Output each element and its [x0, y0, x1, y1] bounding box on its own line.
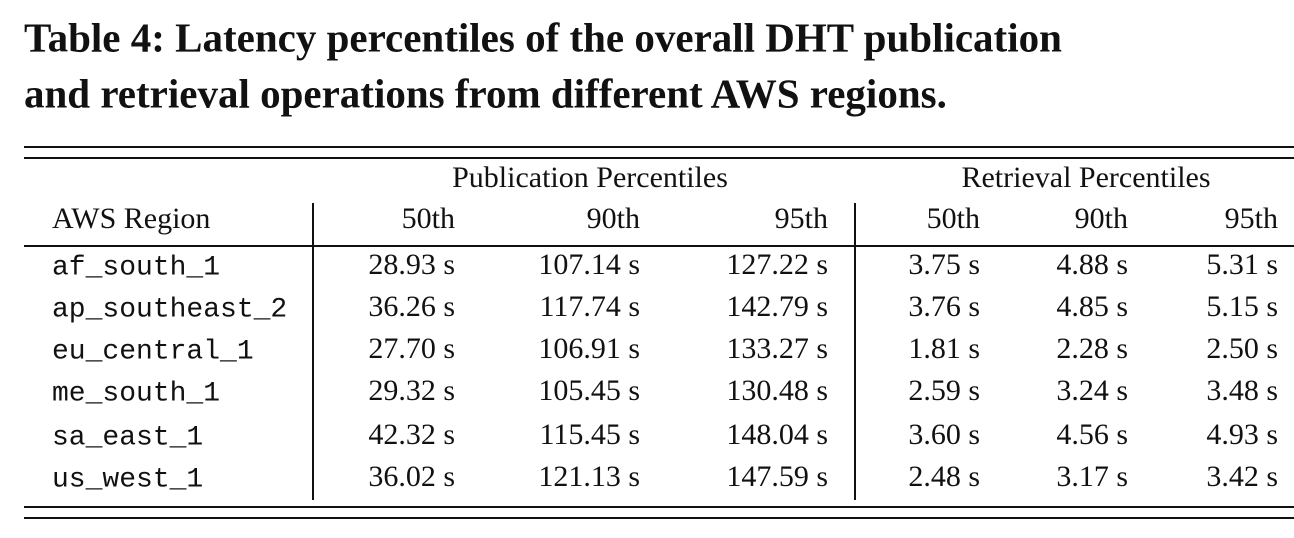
latency-cell: 3.48 s	[1206, 374, 1278, 407]
latency-cell: 5.31 s	[1206, 248, 1278, 281]
latency-cell: 42.32 s	[368, 418, 455, 451]
latency-cell: 147.59 s	[726, 460, 828, 493]
latency-cell: 4.85 s	[1056, 290, 1128, 323]
latency-cell: 27.70 s	[368, 332, 455, 365]
latency-cell: 28.93 s	[368, 248, 455, 281]
latency-cell: 121.13 s	[538, 460, 640, 493]
column-header: 95th	[1225, 202, 1278, 235]
latency-cell: 142.79 s	[726, 290, 828, 323]
column-header: 90th	[587, 202, 640, 235]
latency-cell: 2.50 s	[1206, 332, 1278, 365]
latency-cell: 133.27 s	[726, 332, 828, 365]
latency-cell: 106.91 s	[538, 332, 640, 365]
latency-cell: 127.22 s	[726, 248, 828, 281]
region-cell: sa_east_1	[52, 422, 203, 453]
caption-line: and retrieval operations from different …	[24, 70, 947, 116]
latency-cell: 36.02 s	[368, 460, 455, 493]
region-cell: us_west_1	[52, 464, 203, 495]
latency-cell: 5.15 s	[1206, 290, 1278, 323]
latency-cell: 4.56 s	[1056, 418, 1128, 451]
column-header: 50th	[402, 202, 455, 235]
latency-cell: 105.45 s	[538, 374, 640, 407]
latency-cell: 1.81 s	[908, 332, 980, 365]
latency-cell: 117.74 s	[539, 290, 640, 323]
column-header: 95th	[775, 202, 828, 235]
column-header: AWS Region	[52, 202, 210, 235]
latency-cell: 115.45 s	[539, 418, 640, 451]
latency-cell: 3.17 s	[1056, 460, 1128, 493]
latency-cell: 2.48 s	[908, 460, 980, 493]
latency-cell: 3.42 s	[1206, 460, 1278, 493]
region-cell: eu_central_1	[52, 336, 254, 367]
caption-line: Table 4: Latency percentiles of the over…	[24, 14, 1062, 60]
latency-cell: 3.24 s	[1056, 374, 1128, 407]
latency-cell: 29.32 s	[368, 374, 455, 407]
region-cell: ap_southeast_2	[52, 294, 287, 325]
latency-cell: 3.60 s	[908, 418, 980, 451]
region-cell: me_south_1	[52, 378, 220, 409]
latency-cell: 130.48 s	[726, 374, 828, 407]
region-cell: af_south_1	[52, 252, 220, 283]
latency-cell: 3.76 s	[908, 290, 980, 323]
latency-cell: 3.75 s	[908, 248, 980, 281]
latency-cell: 2.28 s	[1056, 332, 1128, 365]
header-group: Retrieval Percentiles	[961, 161, 1210, 194]
header-group: Publication Percentiles	[452, 161, 728, 194]
latency-cell: 107.14 s	[538, 248, 640, 281]
latency-cell: 2.59 s	[908, 374, 980, 407]
column-header: 90th	[1075, 202, 1128, 235]
latency-cell: 148.04 s	[726, 418, 828, 451]
latency-cell: 4.93 s	[1206, 418, 1278, 451]
column-header: 50th	[927, 202, 980, 235]
latency-cell: 4.88 s	[1056, 248, 1128, 281]
latency-cell: 36.26 s	[368, 290, 455, 323]
